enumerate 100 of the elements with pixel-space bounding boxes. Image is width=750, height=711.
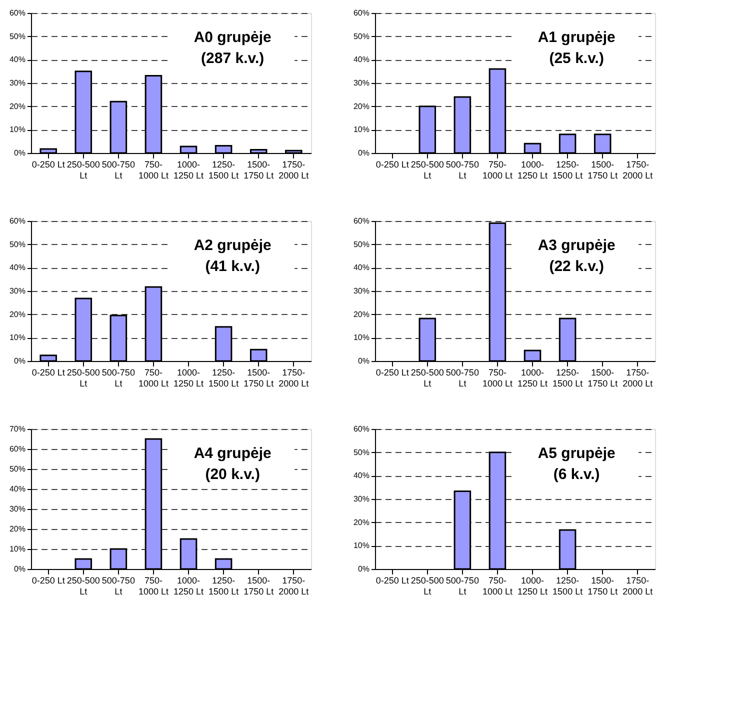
x-tick-label: 500-750 Lt [102,160,135,180]
y-tick-label: 60% [9,444,26,454]
y-tick-label: 10% [353,333,370,342]
x-tick-label: 1500-1750 Lt [588,368,618,388]
y-tick-label: 30% [353,78,370,88]
y-tick-label: 70% [9,424,26,434]
y-tick-label: 30% [353,494,370,504]
text: (287 k.v.) [201,50,264,67]
y-tick-label: 10% [353,541,370,550]
x-tick-label: 1500-1750 Lt [588,576,618,596]
x-tick-label: 1750-2000 Lt [278,368,310,388]
y-tick-label: 50% [353,240,370,249]
y-tick-label: 40% [9,55,26,64]
y-tick-label: 20% [353,518,370,527]
y-tick-label: 50% [353,448,370,457]
x-tick-label: 1000-1250 Lt [174,368,204,388]
y-tick-label: 10% [9,333,26,342]
y-tick-label: 20% [9,524,26,534]
y-tick-label: 0% [14,148,26,158]
text: A4 grupėje [194,444,272,462]
y-tick-label: 50% [9,464,26,474]
x-tick-label: 500-750 Lt [102,368,135,388]
x-tick-label: 0-250 Lt [376,576,410,586]
text: (22 k.v.) [549,258,604,275]
y-tick-label: 60% [9,216,26,226]
y-tick-label: 0% [14,564,26,574]
y-tick-label: 50% [9,240,26,249]
x-tick-label: 0-250 Lt [32,160,66,170]
x-tick-label: 1750-2000 Lt [622,160,654,180]
y-tick-label: 0% [14,356,26,366]
x-tick-label: 1000-1250 Lt [174,576,204,596]
x-tick-label: 1250-1500 Lt [552,576,584,596]
x-tick-label: 1750-2000 Lt [278,576,310,596]
y-tick-label: 60% [353,8,370,18]
text: (41 k.v.) [205,258,260,275]
x-tick-label: 1500-1750 Lt [244,368,274,388]
text: (20 k.v.) [205,466,260,483]
x-tick-label: 250-500 Lt [410,160,444,180]
y-tick-label: 10% [9,125,26,134]
y-tick-label: 20% [353,102,370,111]
y-tick-label: 20% [353,310,370,319]
text: (25 k.v.) [549,50,604,67]
x-tick-label: 0-250 Lt [376,368,410,378]
y-tick-label: 20% [9,102,26,111]
y-tick-label: 40% [9,484,26,494]
x-tick-label: 1250-1500 Lt [552,160,584,180]
x-tick-label: 750-1000 Lt [138,576,169,596]
y-tick-label: 0% [358,148,370,158]
y-tick-label: 30% [9,78,26,88]
y-tick-label: 30% [353,286,370,296]
text: A0 grupėje [194,28,272,46]
y-tick-label: 40% [9,263,26,272]
y-tick-label: 60% [353,216,370,226]
x-tick-label: 250-500 Lt [66,160,100,180]
text: A3 grupėje [538,236,616,254]
x-tick-label: 1500-1750 Lt [588,160,618,180]
x-tick-label: 1500-1750 Lt [244,576,274,596]
x-tick-label: 750-1000 Lt [482,368,513,388]
x-tick-label: 500-750 Lt [446,576,479,596]
y-tick-label: 50% [9,32,26,41]
y-tick-label: 60% [9,8,26,18]
x-tick-label: 500-750 Lt [446,160,479,180]
x-tick-label: 1500-1750 Lt [244,160,274,180]
text: A5 grupėje [538,444,616,462]
x-tick-label: 500-750 Lt [102,576,135,596]
x-tick-label: 0-250 Lt [32,368,66,378]
y-tick-label: 0% [358,356,370,366]
y-tick-label: 10% [9,544,26,554]
text: A1 grupėje [538,28,616,46]
x-tick-label: 250-500 Lt [66,576,100,596]
y-tick-label: 30% [9,504,26,514]
y-tick-label: 60% [353,424,370,434]
x-tick-label: 0-250 Lt [376,160,410,170]
x-tick-label: 750-1000 Lt [482,160,513,180]
y-tick-label: 50% [353,32,370,41]
x-tick-label: 1750-2000 Lt [278,160,310,180]
x-tick-label: 1000-1250 Lt [518,368,548,388]
x-tick-label: 500-750 Lt [446,368,479,388]
y-tick-label: 0% [358,564,370,574]
y-tick-label: 10% [353,125,370,134]
x-tick-label: 1750-2000 Lt [622,576,654,596]
text: A2 grupėje [194,236,272,254]
y-tick-label: 20% [9,310,26,319]
x-tick-label: 250-500 Lt [410,368,444,388]
x-tick-label: 1000-1250 Lt [518,160,548,180]
x-tick-label: 1250-1500 Lt [208,368,240,388]
x-tick-label: 1000-1250 Lt [174,160,204,180]
x-tick-label: 750-1000 Lt [138,368,169,388]
y-tick-label: 40% [353,471,370,480]
x-tick-label: 750-1000 Lt [138,160,169,180]
x-tick-label: 250-500 Lt [410,576,444,596]
x-tick-label: 1000-1250 Lt [518,576,548,596]
y-tick-label: 30% [9,286,26,296]
x-tick-label: 1250-1500 Lt [208,576,240,596]
x-tick-label: 1250-1500 Lt [208,160,240,180]
x-tick-label: 1750-2000 Lt [622,368,654,388]
y-tick-label: 40% [353,55,370,64]
x-tick-label: 250-500 Lt [66,368,100,388]
y-tick-label: 40% [353,263,370,272]
text: (6 k.v.) [553,466,600,483]
